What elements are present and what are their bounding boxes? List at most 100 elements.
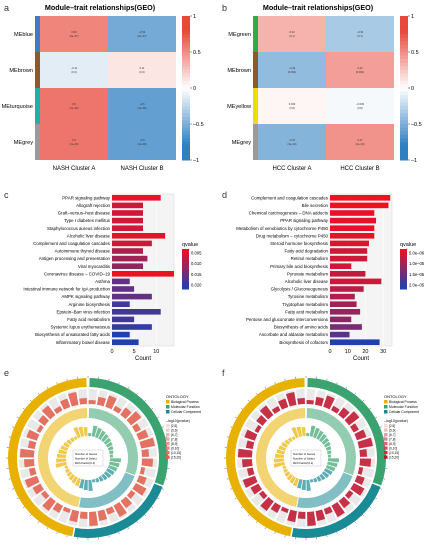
circos-f-rich-bar xyxy=(327,454,331,458)
circos-e-legend-item-2: Cellular Component xyxy=(171,410,201,414)
circos-f-rich-bar xyxy=(274,458,285,463)
bar-c-legend-step xyxy=(182,278,189,281)
bar-c-legend-step xyxy=(182,255,189,258)
heatmap-a-scale-tick-label-3: –0.5 xyxy=(193,122,204,128)
circos-e-tick xyxy=(136,521,139,524)
circos-e-tick xyxy=(118,531,120,534)
heatmap-a-scale-step xyxy=(182,80,190,85)
circos-e-gene-bar xyxy=(113,502,127,518)
circos-f-ontology-ring-1 xyxy=(291,483,381,538)
bar-d-legend-step xyxy=(400,254,407,257)
heatmap-b-scale-step xyxy=(400,30,408,35)
circos-f-tick xyxy=(230,488,233,490)
bar-d-legend-step xyxy=(400,287,407,290)
heatmap-a-scale-step xyxy=(182,149,190,154)
circos-e-tick xyxy=(151,407,154,410)
circos-e-gene-bar xyxy=(139,437,155,449)
bar-c-bar-19 xyxy=(112,339,139,345)
circos-f-ontology-ring-2 xyxy=(225,378,305,537)
bar-c-xtick-0: 0 xyxy=(110,349,113,355)
heatmap-a-cell-1-1 xyxy=(108,52,176,88)
circos-e-rich-bar xyxy=(79,479,85,489)
circos-e-center-box xyxy=(72,449,104,467)
heatmap-a-scale-step xyxy=(182,48,190,53)
bar-c-category-label-0: PPAR signaling pathway xyxy=(62,195,111,200)
circos-f-legend2-swatch-2 xyxy=(384,433,388,437)
circos-f-rich-bar xyxy=(283,468,289,474)
circos-e-center-legend-2: Rich Factor(0-1) xyxy=(75,461,95,465)
heatmap-a-scale-step xyxy=(182,77,190,82)
heatmap-a-cell-3-1 xyxy=(108,124,176,160)
circos-e-tick xyxy=(46,386,49,389)
circos-e-rich-bar xyxy=(65,468,71,474)
heatmap-b-panel: Module–trait relationships(GEO) MEgreen 0.… xyxy=(218,0,433,185)
circos-f-gene-bar xyxy=(270,502,282,513)
bar-c-legend-step xyxy=(182,250,189,253)
heatmap-a-scale-step xyxy=(182,116,190,121)
circos-f-center-legend-1: Number of Select xyxy=(293,457,315,461)
circos-e-rich-bar xyxy=(91,425,98,437)
heatmap-a-title: Module–trait relationships(GEO) xyxy=(45,3,156,12)
heatmap-b-scale-step xyxy=(400,44,408,49)
circos-f-select-ring-2 xyxy=(255,408,306,508)
circos-f-rich-bar xyxy=(319,433,327,443)
circos-f-tick xyxy=(234,416,237,419)
circos-e-gene-bar xyxy=(62,506,71,513)
heatmap-b-cell-r-0-0: 0.33 xyxy=(289,30,295,34)
bar-c-bar-6 xyxy=(112,240,152,247)
bar-c-legend-step xyxy=(182,274,189,277)
circos-e-rich-bar xyxy=(88,433,92,437)
circos-e-legend2-swatch-0 xyxy=(166,424,170,428)
circos-e-legend2-item-0: [2,5] xyxy=(171,424,177,428)
bar-d-category-label-6: Steroid hormone biosynthesis xyxy=(270,241,329,246)
circos-e-rich-bar xyxy=(71,476,78,484)
heatmap-a-scale-tick-label-2: 0 xyxy=(193,86,196,92)
bar-c-category-label-18: Biosynthesis of unsaturated fatty acids xyxy=(35,332,111,337)
heatmap-a-scale-step xyxy=(182,88,190,93)
circos-f-gene-bar xyxy=(287,509,298,523)
circos-e-legend2-item-1: (5,6] xyxy=(171,429,177,433)
heatmap-a-cell-p-3-0: (1e–09) xyxy=(70,142,79,146)
circos-f-center-legend-2: Rich Factor(0-1) xyxy=(293,461,313,465)
panel-label-e: e xyxy=(4,368,10,378)
bar-c-legend-step xyxy=(182,261,189,263)
circos-f-tick xyxy=(234,497,237,500)
heatmap-b-cell-p-0-1: (0.1) xyxy=(357,34,362,38)
circos-f-gene-bar xyxy=(238,448,253,458)
bar-d-category-label-12: Glycolysis / Gluconeogenesis xyxy=(271,287,329,292)
heatmap-a-cell-p-3-1: (1e–09) xyxy=(138,142,147,146)
bar-c-category-label-10: Coronavirus disease – COVID–19 xyxy=(44,271,111,276)
bar-c-category-label-7: Autoimmune thyroid disease xyxy=(55,249,111,254)
heatmap-b-cell-r-2-1: –0.039 xyxy=(356,102,364,106)
circos-f-gene-bar xyxy=(315,509,326,521)
circos-e-rich-bar xyxy=(95,477,100,483)
heatmap-b-scale-tick-label-2: 0 xyxy=(411,86,414,92)
heatmap-a-cell-0-0 xyxy=(40,16,108,52)
bar-c-category-label-16: Fatty acid metabolism xyxy=(67,317,110,322)
heatmap-a-scale-step xyxy=(182,84,190,89)
circos-e-gene-bar xyxy=(79,511,88,519)
circos-e-tick xyxy=(144,399,147,402)
heatmap-b: Module–trait relationships(GEO) MEgreen 0.… xyxy=(227,3,422,172)
circos-f-center-legend-0: Number of Genes xyxy=(293,452,316,456)
circos-f-legend2-swatch-5 xyxy=(384,446,388,450)
circos-e-rich-bar xyxy=(69,437,75,443)
circos-f-rich-bar xyxy=(289,476,296,484)
circos-f-gene-bar xyxy=(354,429,367,441)
bar-c-bar-13 xyxy=(112,293,152,300)
kegg-barchart-c: 0 5 10 PPAR signaling pathway Allograft reje… xyxy=(23,193,202,362)
circos-f-legend-item-2: Cellular Component xyxy=(389,410,419,414)
circos-e-gene-bar xyxy=(89,511,98,526)
kegg-barchart-d: 0 10 20 30 Complement and coagulation cascad… xyxy=(236,193,425,362)
heatmap-a-cell-r-3-1: –0.6 xyxy=(139,138,145,142)
heatmap-b-row-color-2 xyxy=(253,88,258,124)
circos-f-rich-bar xyxy=(327,458,339,463)
circos-e-rich-bar xyxy=(83,427,88,437)
heatmap-b-scale-step xyxy=(400,98,408,103)
circos-e-gene-bar xyxy=(141,458,153,467)
circos-f-tick xyxy=(369,506,372,509)
bar-c-bar-8 xyxy=(112,255,148,262)
heatmap-a-scale-step xyxy=(182,73,190,78)
bar-d-xtick-2: 20 xyxy=(362,349,368,355)
circos-e-center-legend-0: Number of Genes xyxy=(75,452,98,456)
